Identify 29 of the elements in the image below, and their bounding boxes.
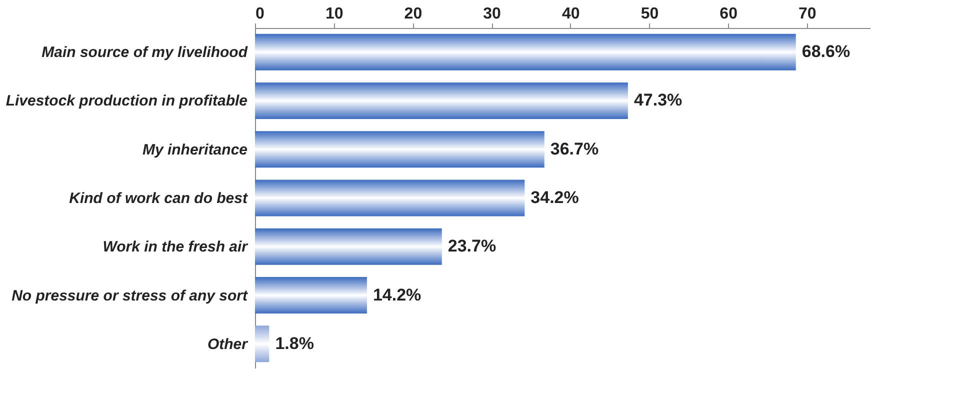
y-tick-label: No pressure or stress of any sort [12,287,248,304]
x-tick-label: 20 [404,6,422,22]
y-tick-label: Other [207,336,249,353]
bar [255,277,367,314]
y-tick-label: Main source of my livelihood [42,44,248,62]
data-label: 23.7% [448,236,496,256]
x-tick-label: 40 [562,6,580,22]
data-label: 47.3% [634,90,682,110]
y-tick-label: Livestock production in profitable [6,92,248,110]
bar [255,228,442,265]
bar [255,82,628,119]
bar [255,131,544,168]
x-tick-label: 60 [720,6,738,22]
x-tick-label: 10 [325,6,344,22]
y-tick-label: My inheritance [142,141,248,158]
x-tick-label: 30 [483,6,502,22]
bar [255,34,796,70]
y-tick-label: Work in the fresh air [102,238,249,256]
y-tick-label: Kind of work can do best [69,190,248,207]
x-tick-label: 70 [798,6,816,22]
bar [255,326,270,362]
x-tick-label: 50 [640,6,659,22]
x-tick-label: 0 [256,6,264,22]
data-label: 34.2% [530,188,579,207]
data-label: 1.8% [275,334,314,353]
bar [255,180,525,216]
data-label: 36.7% [550,139,599,158]
data-label: 14.2% [372,285,422,304]
data-label: 68.6% [802,42,850,62]
